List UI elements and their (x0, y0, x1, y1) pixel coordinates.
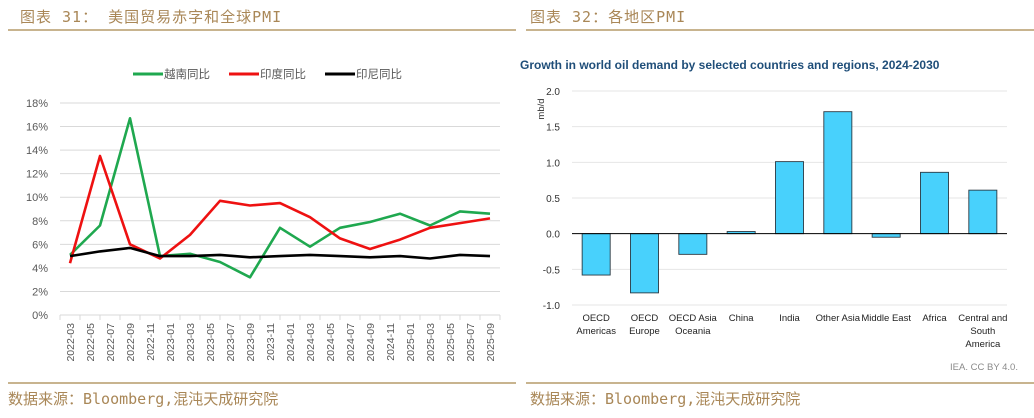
legend-label: 越南同比 (164, 67, 210, 81)
y-tick-label: 16% (26, 122, 48, 134)
y-tick-label: -1.0 (543, 301, 561, 312)
bar (581, 233, 611, 276)
y-tick-label: 2.0 (546, 87, 560, 98)
right-footer-rule (526, 382, 1034, 384)
right-panel-title: 图表 32：各地区PMI (530, 8, 687, 26)
x-tick-label: Other Asia (816, 313, 861, 324)
bar-chart-panel: Growth in world oil demand by selected c… (510, 40, 1034, 380)
bar (871, 233, 901, 238)
x-tick-label: 2022-09 (125, 323, 137, 362)
credit-note: IEA. CC BY 4.0. (950, 362, 1018, 373)
left-title-rule (8, 29, 516, 31)
series-line-印尼同比 (69, 246, 491, 260)
x-tick-label: 2023-03 (185, 323, 197, 362)
x-tick-label: 2024-05 (325, 323, 337, 362)
y-tick-label: 0.5 (546, 194, 560, 205)
x-tick-label: Middle East (861, 313, 911, 324)
y-tick-label: 18% (26, 98, 48, 110)
y-tick-label: 12% (26, 169, 48, 181)
series-line-越南同比 (69, 117, 491, 279)
series-line-印度同比 (68, 154, 491, 264)
x-tick-label: 2023-09 (245, 323, 257, 362)
y-axis-label: mb/d (536, 98, 547, 119)
bar (678, 233, 708, 255)
bar (630, 233, 659, 294)
y-tick-label: 0% (32, 310, 48, 322)
x-tick-label: America (965, 339, 1001, 350)
left-footer-rule (8, 382, 516, 384)
x-tick-label: 2024-11 (385, 323, 397, 361)
line-chart: 0% 2% 4% 6% 8% 10% 12% 14% 16% 18% 2022-03 2022-05 2… (26, 67, 501, 362)
x-tick-label: 2022-05 (85, 323, 97, 362)
x-tick-label: 2025-01 (405, 323, 417, 362)
bar (775, 161, 804, 235)
legend-label: 印度同比 (260, 67, 306, 81)
y-tick-label: 10% (26, 192, 48, 204)
x-tick-label: 2023-05 (205, 323, 217, 362)
x-tick-label: 2022-07 (105, 323, 117, 362)
right-source-note: 数据来源：Bloomberg,混沌天成研究院 (530, 390, 801, 408)
x-tick-label: 2025-07 (465, 323, 477, 362)
x-tick-label: Americas (576, 326, 616, 337)
left-panel-title: 图表 31： 美国贸易赤字和全球PMI (20, 8, 283, 26)
x-tick-label: OECD (582, 313, 610, 324)
x-tick-label: Central and (958, 313, 1007, 324)
x-tick-label: Oceania (675, 326, 711, 337)
x-tick-label: 2025-05 (445, 323, 457, 362)
chart-title: Growth in world oil demand by selected c… (520, 58, 940, 72)
right-title-rule (526, 29, 1034, 31)
bar (920, 171, 949, 235)
x-tick-label: OECD Asia (669, 313, 718, 324)
x-tick-label: 2025-09 (485, 323, 497, 362)
y-tick-label: 6% (32, 239, 48, 251)
left-source-note: 数据来源：Bloomberg,混沌天成研究院 (8, 390, 279, 408)
x-tick-label: 2023-07 (225, 323, 237, 362)
x-tick-label: India (779, 313, 800, 324)
x-tick-label: 2024-03 (305, 323, 317, 362)
bar (968, 189, 998, 235)
x-tick-label: 2024-01 (285, 323, 297, 362)
x-tick-label: South (970, 326, 995, 337)
x-tick-label: OECD (631, 313, 659, 324)
y-tick-label: 4% (32, 263, 48, 275)
x-tick-label: 2023-11 (265, 323, 277, 361)
x-tick-label: 2023-01 (165, 323, 177, 362)
x-tick-label: China (729, 313, 755, 324)
x-tick-label: Europe (629, 326, 660, 337)
x-tick-label: Africa (922, 313, 947, 324)
y-tick-label: 1.0 (546, 158, 560, 169)
line-chart-panel: 0% 2% 4% 6% 8% 10% 12% 14% 16% 18% 2022-03 2022-05 2… (0, 40, 510, 380)
y-tick-label: 1.5 (546, 123, 560, 134)
x-tick-label: 2024-09 (365, 323, 377, 362)
bar (823, 111, 853, 235)
x-tick-label: 2022-03 (65, 323, 77, 362)
y-tick-label: 2% (32, 286, 48, 298)
y-tick-label: 14% (26, 145, 48, 157)
legend-label: 印尼同比 (356, 68, 402, 81)
y-tick-label: 0.0 (546, 230, 560, 241)
bar-chart: Growth in world oil demand by selected c… (520, 58, 1018, 373)
x-tick-label: 2025-03 (425, 323, 437, 362)
y-tick-label: 8% (32, 216, 48, 228)
x-tick-label: 2022-11 (145, 323, 157, 361)
x-tick-label: 2024-07 (345, 323, 357, 362)
y-tick-label: -0.5 (543, 265, 561, 276)
